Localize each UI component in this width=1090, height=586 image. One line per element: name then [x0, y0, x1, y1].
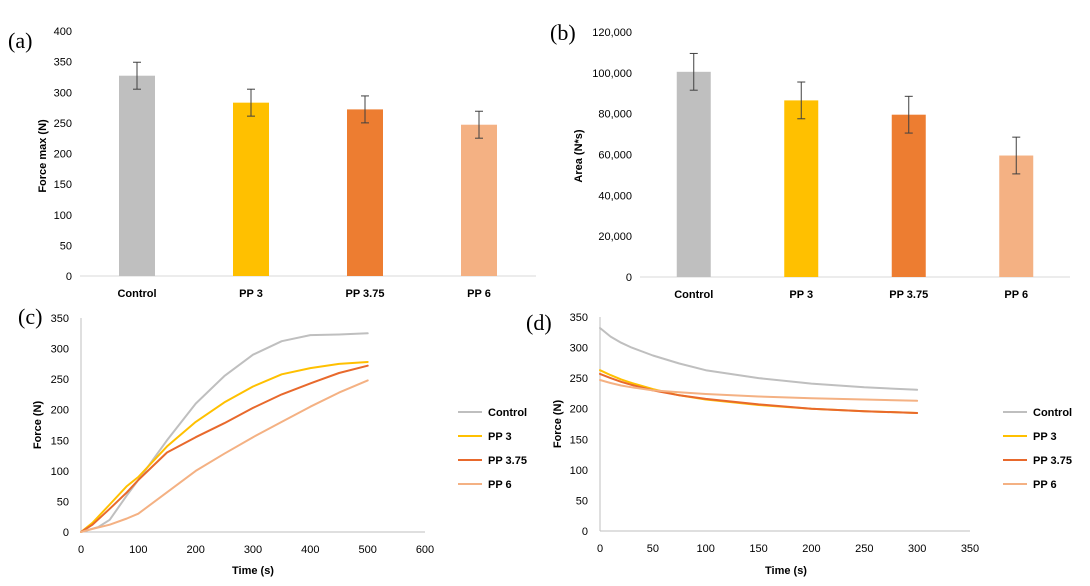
y-tick-label: 150 [570, 434, 588, 446]
panel-a-chart: 0 50 100 150 200 250 300 350 400 Control PP 3 PP 3.… [54, 26, 536, 300]
bar [119, 75, 155, 277]
y-tick-label: 350 [570, 312, 588, 324]
category-label: PP 3 [789, 289, 813, 301]
y-tick-label: 200 [54, 149, 72, 161]
y-tick-label: 50 [576, 495, 588, 507]
y-tick-label: 200 [51, 405, 69, 417]
legend-label: Control [488, 407, 527, 419]
series-line-control [599, 327, 919, 391]
y-tick-label: 100 [570, 465, 588, 477]
category-label: PP 6 [1004, 289, 1028, 301]
legend-label: PP 3 [1033, 431, 1057, 443]
legend-label: PP 6 [1033, 479, 1057, 491]
x-tick-label: 300 [908, 543, 926, 555]
y-tick-label: 80,000 [598, 109, 632, 121]
panel-a-ylabel: Force max (N) [37, 119, 49, 193]
panel-b-ylabel: Area (N*s) [573, 129, 585, 183]
legend-label: PP 3.75 [488, 455, 527, 467]
panel-d-xlabel: Time (s) [765, 565, 807, 577]
y-tick-label: 350 [54, 57, 72, 69]
x-tick-label: 350 [961, 543, 979, 555]
x-tick-label: 150 [749, 543, 767, 555]
x-tick-label: 600 [416, 544, 434, 556]
legend-label: PP 3 [488, 431, 512, 443]
panel-c-ylabel: Force (N) [32, 401, 44, 450]
y-tick-label: 300 [51, 344, 69, 356]
x-tick-label: 500 [358, 544, 376, 556]
x-tick-label: 200 [802, 543, 820, 555]
legend-label: Control [1033, 407, 1072, 419]
y-tick-label: 300 [570, 343, 588, 355]
y-tick-label: 250 [54, 118, 72, 130]
y-tick-label: 120,000 [592, 27, 632, 39]
panel-label-d: (d) [526, 310, 552, 335]
panel-label-b: (b) [550, 20, 576, 45]
y-tick-label: 40,000 [598, 190, 632, 202]
category-label: Control [674, 289, 713, 301]
y-tick-label: 350 [51, 313, 69, 325]
y-tick-label: 50 [57, 496, 69, 508]
y-tick-label: 250 [570, 373, 588, 385]
y-tick-label: 400 [54, 26, 72, 38]
series-line-pp-6 [80, 379, 369, 533]
x-tick-label: 250 [855, 543, 873, 555]
y-tick-label: 100,000 [592, 68, 632, 80]
y-tick-label: 60,000 [598, 150, 632, 162]
y-tick-label: 20,000 [598, 231, 632, 243]
series-line-pp-3 [80, 361, 369, 533]
x-tick-label: 0 [597, 543, 603, 555]
series-line-pp-3-75 [599, 372, 919, 414]
y-tick-label: 50 [60, 240, 72, 252]
panel-d-ylabel: Force (N) [552, 400, 564, 449]
panel-c-xlabel: Time (s) [232, 565, 274, 577]
y-tick-label: 0 [66, 271, 72, 283]
bar [784, 100, 819, 277]
y-tick-label: 150 [54, 179, 72, 191]
x-tick-label: 400 [301, 544, 319, 556]
bar [347, 109, 383, 277]
y-tick-label: 100 [54, 210, 72, 222]
series-line-pp-6 [599, 379, 919, 402]
y-tick-label: 300 [54, 87, 72, 99]
bar [233, 102, 269, 276]
y-tick-label: 0 [626, 272, 632, 284]
x-tick-label: 300 [244, 544, 262, 556]
series-line-pp-3 [599, 369, 919, 414]
category-label: PP 6 [467, 288, 491, 300]
bar [891, 114, 926, 277]
series-line-pp-3-75 [80, 364, 369, 533]
category-label: PP 3 [239, 288, 263, 300]
panel-label-c: (c) [18, 304, 42, 329]
y-tick-label: 100 [51, 466, 69, 478]
y-tick-label: 250 [51, 374, 69, 386]
x-tick-label: 50 [647, 543, 659, 555]
bar [676, 71, 711, 277]
series-line-control [80, 332, 369, 533]
x-tick-label: 0 [78, 544, 84, 556]
legend-label: PP 3.75 [1033, 455, 1072, 467]
y-tick-label: 0 [582, 526, 588, 538]
panel-d-chart: 0 50 100 150 200 250 300 350 0 50 100 150 200 250 300 3… [570, 312, 1072, 555]
x-tick-label: 200 [186, 544, 204, 556]
bar [461, 124, 497, 277]
panel-c-chart: 0 50 100 150 200 250 300 350 0 100 200 300 400 500 600… [51, 313, 527, 556]
panel-label-a: (a) [8, 28, 32, 53]
category-label: PP 3.75 [346, 288, 385, 300]
legend-label: PP 6 [488, 479, 512, 491]
x-tick-label: 100 [129, 544, 147, 556]
category-label: Control [117, 288, 156, 300]
y-tick-label: 0 [63, 527, 69, 539]
category-label: PP 3.75 [889, 289, 928, 301]
panel-b-chart: 0 20,000 40,000 60,000 80,000 100,000 120,000 C… [592, 27, 1070, 301]
x-tick-label: 100 [697, 543, 715, 555]
y-tick-label: 150 [51, 435, 69, 447]
y-tick-label: 200 [570, 404, 588, 416]
bar [999, 155, 1034, 277]
